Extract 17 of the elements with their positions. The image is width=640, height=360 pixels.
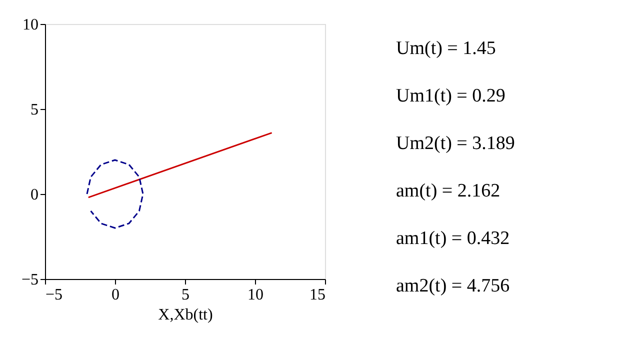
- line-series: [86, 159, 144, 229]
- x-tick-label: 15: [310, 286, 326, 304]
- x-tick-label: −5: [46, 286, 63, 304]
- x-tick-label: 0: [112, 286, 120, 304]
- text: am2(t) = 4.756: [396, 275, 510, 296]
- text: am(t) = 2.162: [396, 180, 500, 202]
- text: Um1(t) = 0.29: [396, 85, 506, 106]
- y-tick-label: 0: [30, 186, 38, 204]
- y-tick-label: 10: [22, 16, 38, 34]
- text: Um2(t) = 3.189: [396, 132, 515, 154]
- text: am1(t) = 0.432: [396, 228, 510, 249]
- x-tick-label: 10: [248, 286, 264, 304]
- x-axis-title: X,Xb(tt): [158, 306, 213, 324]
- y-tick-label: −5: [21, 272, 38, 288]
- x-tick-label: 5: [182, 286, 190, 304]
- text: Um(t) = 1.45: [396, 38, 496, 59]
- y-tick-label: 5: [30, 102, 38, 118]
